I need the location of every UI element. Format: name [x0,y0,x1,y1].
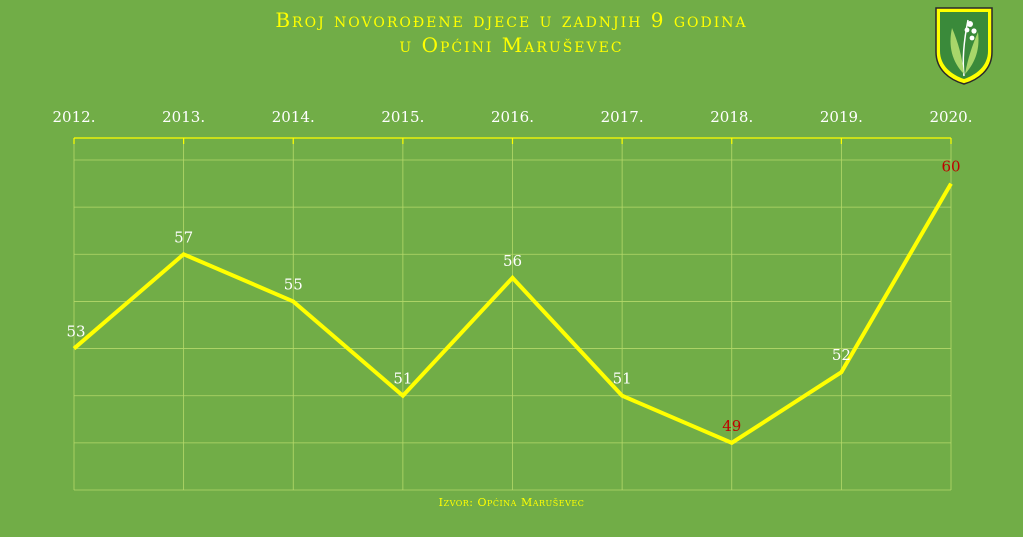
x-tick-label: 2018. [710,108,753,126]
x-tick-label: 2013. [162,108,205,126]
x-tick-label: 2020. [930,108,973,126]
data-label: 57 [174,228,193,246]
chart-title: Broj novorođene djece u zadnjih 9 godina… [0,8,1023,58]
data-label: 51 [393,370,412,388]
data-label: 49 [722,417,741,435]
chart-source: Izvor: Općina Maruševec [438,496,585,509]
data-label: 60 [941,158,960,176]
x-tick-label: 2015. [381,108,424,126]
chart-title-line-2: u Općini Maruševec [399,33,624,57]
series-line [72,182,953,446]
data-label: 55 [284,275,303,293]
x-tick-label: 2016. [491,108,534,126]
data-label: 53 [66,323,85,341]
x-tick-label: 2019. [820,108,863,126]
chart-title-line-1: Broj novorođene djece u zadnjih 9 godina [275,8,748,32]
coat-of-arms-icon [935,7,993,85]
x-tick-label: 2014. [272,108,315,126]
data-label: 51 [613,370,632,388]
data-label: 52 [832,346,851,364]
x-tick-label: 2017. [601,108,644,126]
x-tick-label: 2012. [53,108,96,126]
data-label: 56 [503,252,522,270]
